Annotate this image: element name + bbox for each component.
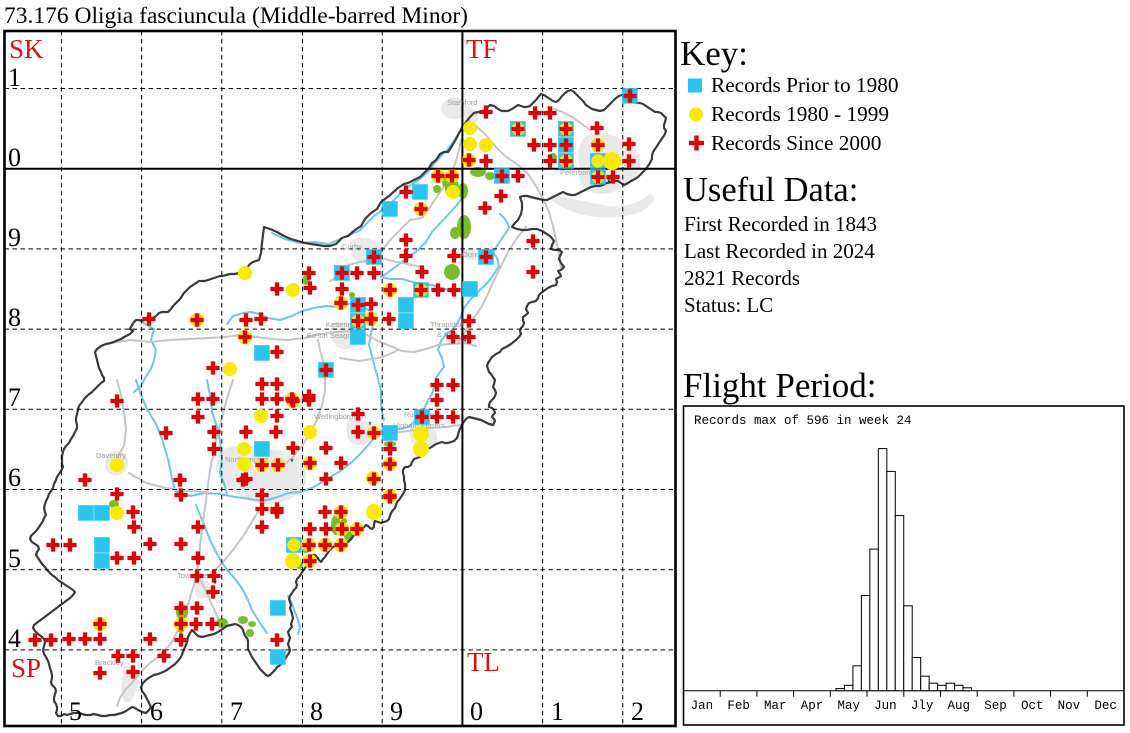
svg-text:0: 0	[470, 697, 483, 726]
svg-text:*: *	[463, 337, 467, 347]
svg-text:Wellingborough: Wellingborough	[314, 412, 366, 421]
svg-text:TF: TF	[466, 34, 498, 64]
svg-text:Records Since 2000: Records Since 2000	[711, 131, 881, 155]
svg-text:7: 7	[230, 697, 243, 726]
svg-text:& Islip: & Islip	[437, 330, 457, 339]
svg-text:Stamford: Stamford	[447, 98, 477, 107]
svg-text:First Recorded in 1843: First Recorded in 1843	[684, 212, 877, 236]
svg-text:Sep: Sep	[984, 699, 1007, 713]
svg-text:2: 2	[631, 697, 644, 726]
svg-text:Oct: Oct	[1021, 699, 1044, 713]
svg-text:Status: LC: Status: LC	[684, 293, 773, 317]
svg-text:8: 8	[310, 697, 323, 726]
svg-text:6: 6	[8, 463, 21, 492]
svg-text:Jan: Jan	[691, 699, 714, 713]
svg-text:5: 5	[69, 697, 82, 726]
svg-text:May: May	[837, 699, 860, 713]
svg-text:Oundle: Oundle	[462, 250, 486, 259]
svg-text:Corby: Corby	[342, 242, 362, 251]
svg-text:1: 1	[551, 697, 564, 726]
svg-text:8: 8	[8, 303, 21, 332]
svg-text:Daventry: Daventry	[96, 451, 126, 460]
svg-text:Feb: Feb	[727, 699, 750, 713]
svg-text:6: 6	[150, 697, 163, 726]
svg-text:0: 0	[8, 143, 21, 172]
svg-text:Flight Period:: Flight Period:	[683, 366, 877, 405]
svg-text:7: 7	[8, 383, 21, 412]
svg-text:SK: SK	[9, 34, 44, 64]
svg-text:Aug: Aug	[948, 699, 971, 713]
svg-text:Last Recorded in 2024: Last Recorded in 2024	[684, 239, 875, 263]
svg-text:SP: SP	[11, 653, 41, 683]
svg-text:Key:: Key:	[680, 34, 748, 73]
svg-text:Kettering &: Kettering &	[326, 320, 363, 329]
svg-text:Useful Data:: Useful Data:	[683, 171, 858, 209]
svg-text:Bo'ton Seagrave: Bo'ton Seagrave	[307, 331, 362, 340]
svg-text:*: *	[607, 177, 611, 187]
svg-text:Thrapston &: Thrapston &	[430, 320, 471, 329]
svg-text:*: *	[368, 420, 372, 430]
svg-text:*: *	[213, 579, 217, 589]
svg-text:Brackley: Brackley	[95, 658, 124, 667]
svg-text:4: 4	[8, 624, 21, 653]
svg-text:Peterborough: Peterborough	[560, 168, 605, 177]
svg-text:2821 Records: 2821 Records	[684, 266, 800, 290]
svg-text:Records Prior to 1980: Records Prior to 1980	[711, 73, 899, 97]
svg-text:Records 1980 - 1999: Records 1980 - 1999	[711, 102, 889, 126]
svg-text:73.176 Oligia fasciuncula (Mid: 73.176 Oligia fasciuncula (Middle-barred…	[4, 3, 468, 29]
svg-text:9: 9	[8, 223, 21, 252]
svg-text:Jun: Jun	[874, 699, 897, 713]
svg-text:Dec: Dec	[1094, 699, 1117, 713]
svg-text:TL: TL	[467, 647, 500, 677]
svg-text:*: *	[290, 457, 294, 467]
svg-text:9: 9	[390, 697, 403, 726]
svg-text:Nov: Nov	[1058, 699, 1081, 713]
svg-text:Jly: Jly	[911, 699, 934, 713]
svg-text:Records max of 596 in week 24: Records max of 596 in week 24	[694, 414, 912, 428]
svg-text:Higham Ferrers: Higham Ferrers	[393, 421, 445, 430]
svg-text:1: 1	[8, 63, 21, 92]
svg-text:Mar: Mar	[764, 699, 787, 713]
svg-text:Apr: Apr	[801, 699, 824, 713]
svg-text:5: 5	[8, 544, 21, 573]
